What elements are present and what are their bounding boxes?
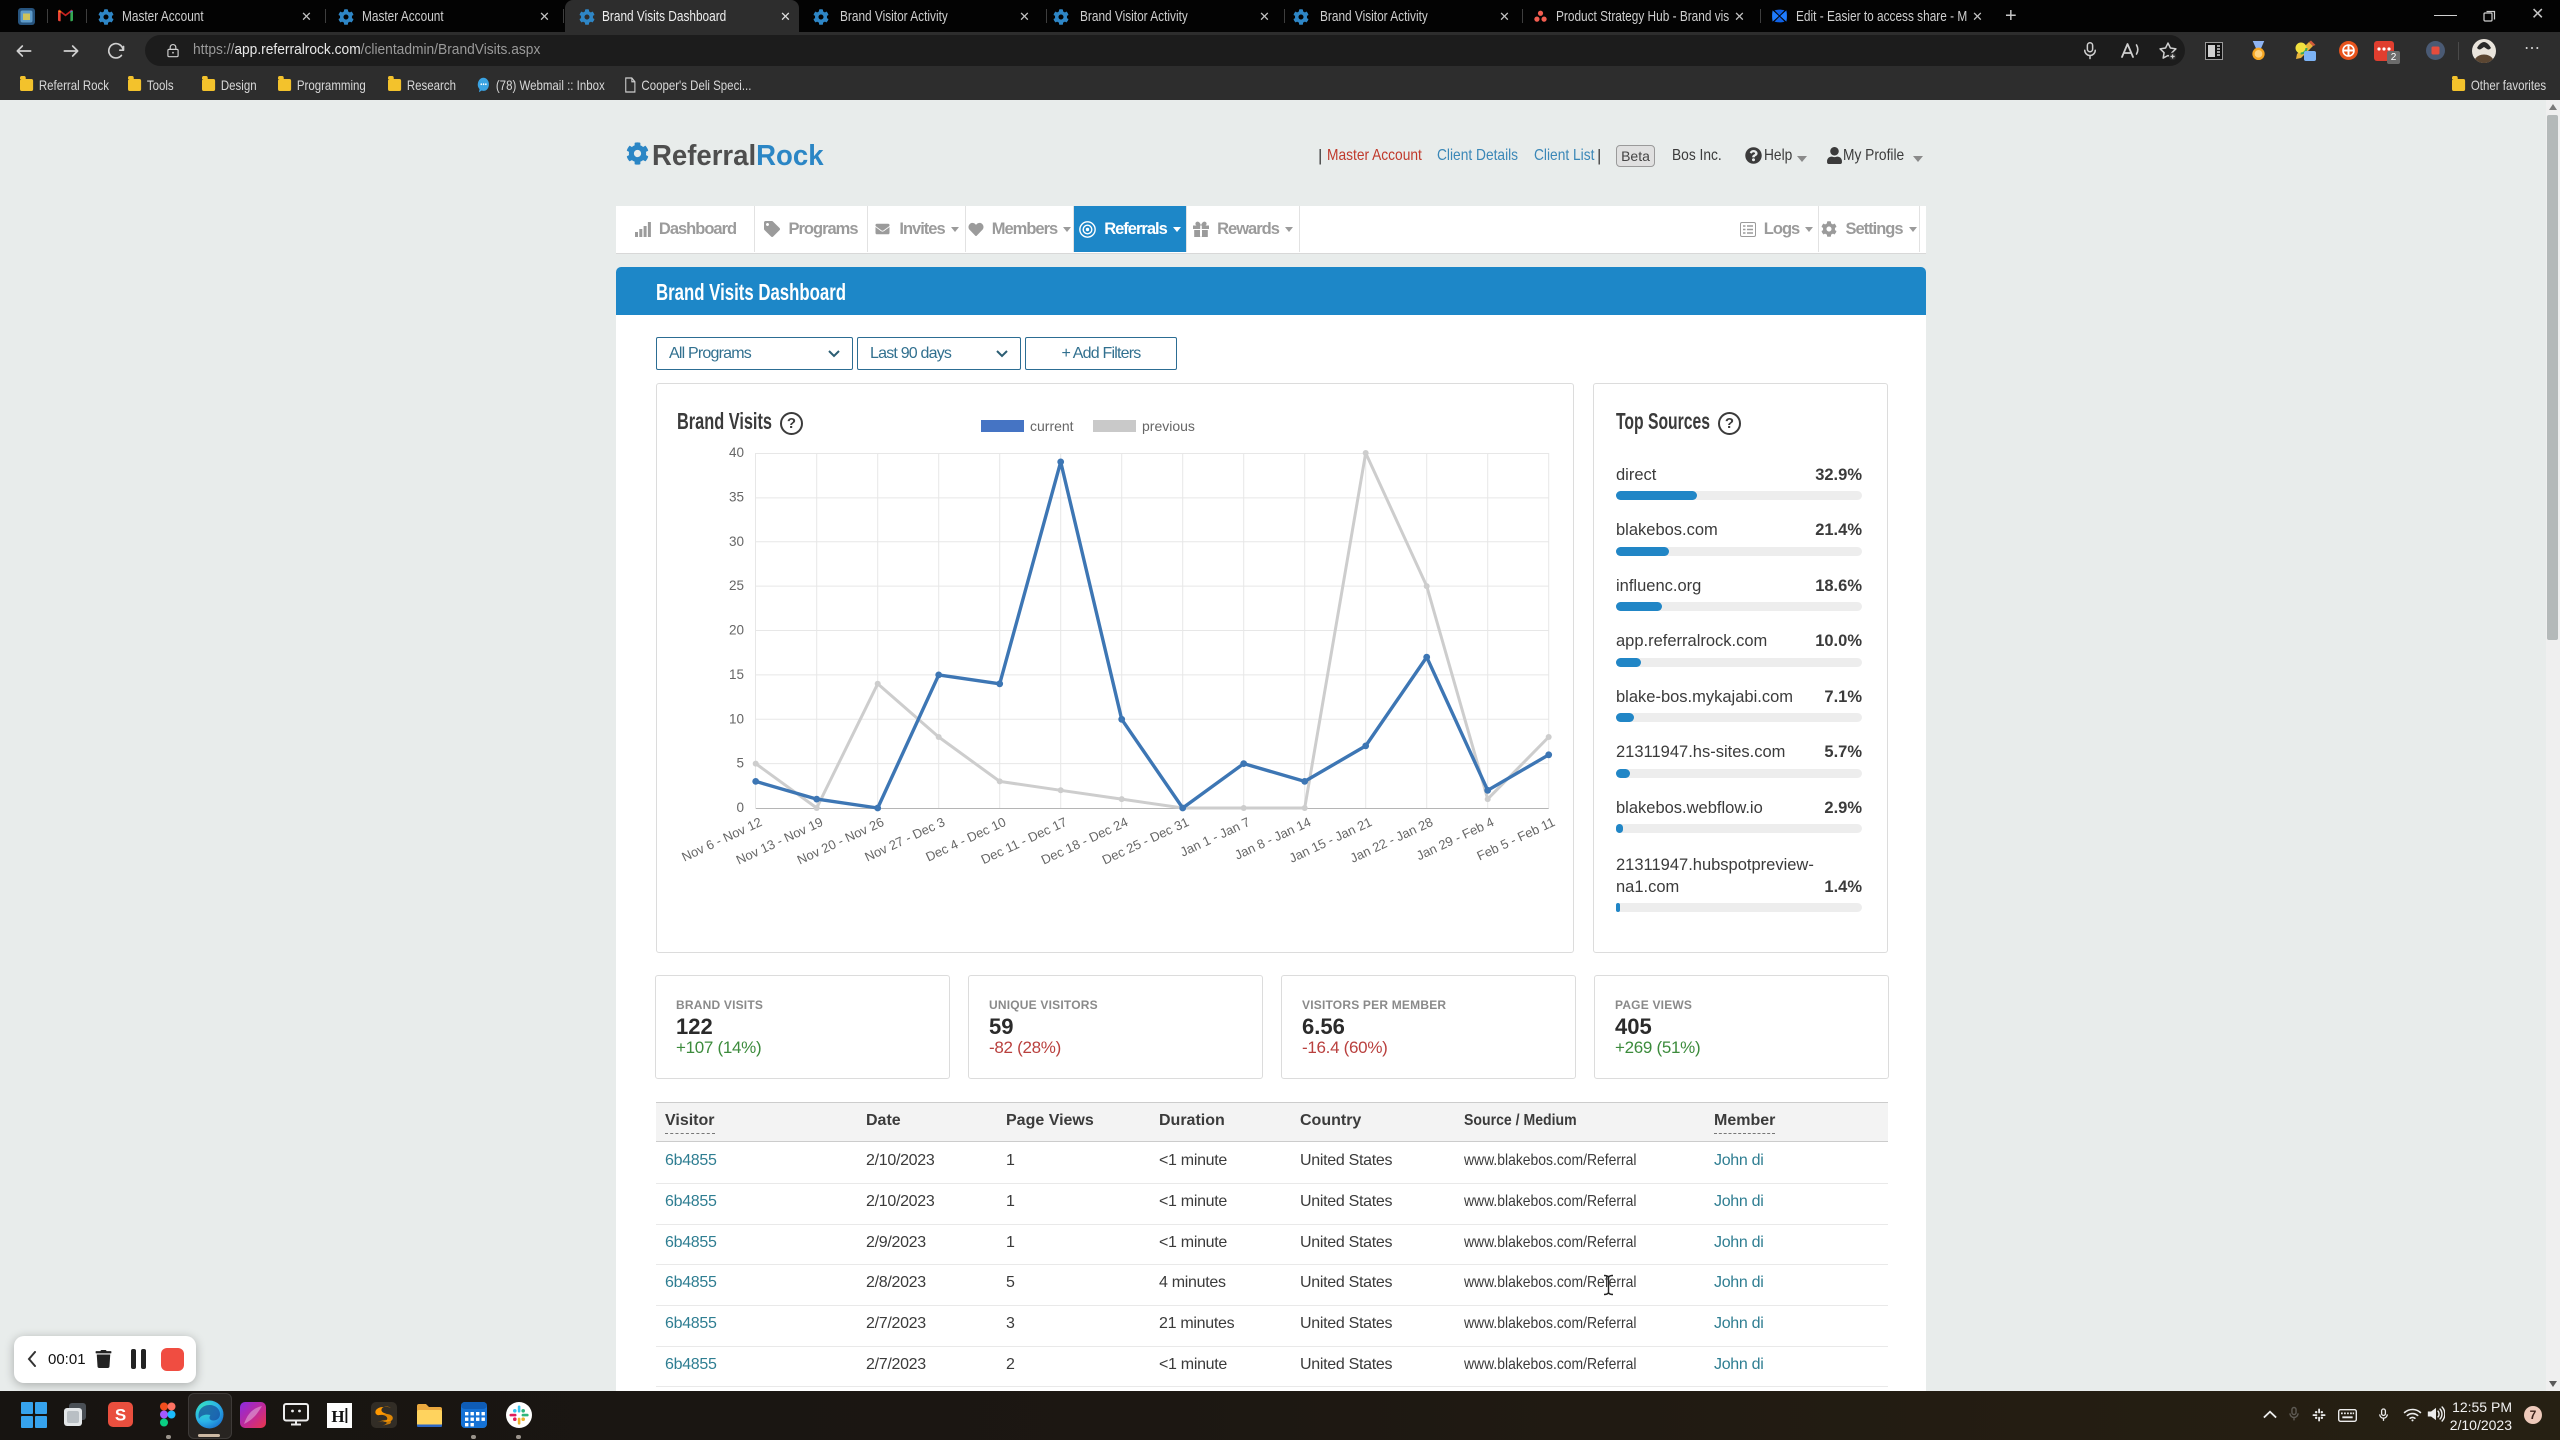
svg-text:25: 25 xyxy=(729,578,744,593)
svg-text:5: 5 xyxy=(736,756,744,771)
svg-text:40: 40 xyxy=(729,445,744,460)
svg-text:20: 20 xyxy=(729,623,744,638)
svg-text:10: 10 xyxy=(729,711,744,726)
svg-text:35: 35 xyxy=(729,489,744,504)
svg-text:current: current xyxy=(1030,418,1074,434)
svg-text:previous: previous xyxy=(1142,418,1195,434)
svg-text:S: S xyxy=(115,1406,126,1425)
svg-text:0: 0 xyxy=(736,800,744,815)
svg-text:15: 15 xyxy=(729,667,744,682)
svg-text:H: H xyxy=(331,1407,344,1426)
svg-text:30: 30 xyxy=(729,534,744,549)
